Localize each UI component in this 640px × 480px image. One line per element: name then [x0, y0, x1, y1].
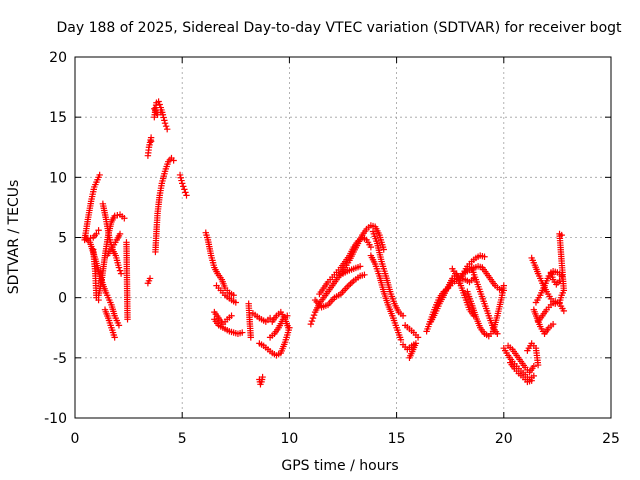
data-point: [95, 227, 102, 234]
y-tick-label: -5: [53, 351, 67, 367]
data-point: [161, 117, 168, 124]
data-point: [414, 334, 422, 341]
data-point: [115, 264, 123, 271]
data-point: [530, 372, 538, 380]
data-point: [558, 272, 565, 280]
data-point: [156, 101, 163, 108]
y-tick-label: 20: [49, 50, 67, 66]
data-point: [116, 267, 124, 274]
data-point: [549, 320, 557, 328]
data-point: [348, 279, 356, 286]
data-point: [259, 373, 266, 381]
data-point: [494, 330, 501, 337]
data-point: [155, 98, 162, 105]
data-point: [121, 215, 128, 222]
data-point: [397, 336, 405, 343]
data-point: [528, 377, 535, 384]
y-axis-label: SDTVAR / TECUs: [6, 180, 22, 295]
data-point: [560, 307, 568, 315]
data-point: [481, 253, 488, 260]
x-tick-label: 15: [388, 431, 406, 447]
data-point: [157, 109, 164, 116]
data-point: [115, 322, 123, 329]
x-tick-label: 10: [280, 431, 298, 447]
data-point: [534, 361, 542, 369]
data-point: [230, 292, 237, 299]
y-tick-label: 15: [49, 110, 67, 126]
plot-frame: [74, 56, 612, 419]
data-point: [124, 316, 131, 323]
y-tick-label: 10: [49, 170, 67, 186]
data-point: [147, 138, 155, 145]
data-point: [178, 177, 185, 184]
data-point: [170, 157, 177, 164]
data-point: [181, 186, 188, 193]
data-point: [116, 230, 124, 238]
data-point: [160, 114, 167, 121]
data-point: [228, 312, 235, 319]
grid: [75, 57, 611, 418]
data-point: [111, 334, 118, 341]
data-point: [154, 111, 161, 118]
x-axis-label: GPS time / hours: [281, 458, 398, 474]
data-point: [180, 183, 187, 190]
data-point: [183, 192, 190, 199]
x-tick-label: 5: [178, 431, 187, 447]
data-point: [96, 171, 103, 179]
data-point: [309, 314, 317, 322]
data-point: [310, 311, 318, 319]
y-tick-label: 5: [58, 231, 67, 247]
data-point: [308, 317, 316, 325]
data-points: [81, 98, 568, 388]
x-tick-label: 0: [71, 431, 80, 447]
data-point: [345, 282, 353, 289]
data-point: [146, 275, 154, 282]
data-point: [161, 119, 169, 127]
data-point: [500, 287, 507, 294]
data-point: [162, 122, 170, 130]
data-point: [356, 263, 364, 270]
data-point: [556, 277, 563, 285]
data-point: [285, 324, 292, 331]
data-point: [406, 354, 413, 362]
chart-title: Day 188 of 2025, Sidereal Day-to-day VTE…: [56, 20, 622, 36]
data-point: [176, 171, 184, 179]
data-point: [284, 312, 291, 319]
data-point: [307, 320, 315, 328]
data-point: [361, 271, 368, 279]
data-point: [558, 231, 565, 239]
data-point: [177, 174, 184, 181]
data-point: [163, 126, 171, 133]
data-point: [399, 312, 407, 319]
y-tick-label: -10: [44, 411, 67, 427]
data-point: [347, 280, 354, 288]
data-point: [530, 363, 538, 370]
y-tick-label: 0: [58, 291, 67, 307]
data-point: [367, 243, 375, 251]
data-point: [232, 299, 239, 306]
data-point: [117, 270, 125, 277]
data-point: [380, 246, 387, 253]
data-point: [239, 329, 246, 336]
x-tick-label: 20: [495, 431, 513, 447]
data-point: [179, 180, 186, 187]
data-point: [247, 334, 255, 341]
x-axis: 0 5 10 15 20 25: [71, 57, 620, 447]
x-tick-label: 25: [602, 431, 620, 447]
y-axis: -10 -5 0 5 10 15 20: [44, 50, 611, 427]
data-point: [182, 189, 189, 196]
data-point: [93, 230, 100, 238]
